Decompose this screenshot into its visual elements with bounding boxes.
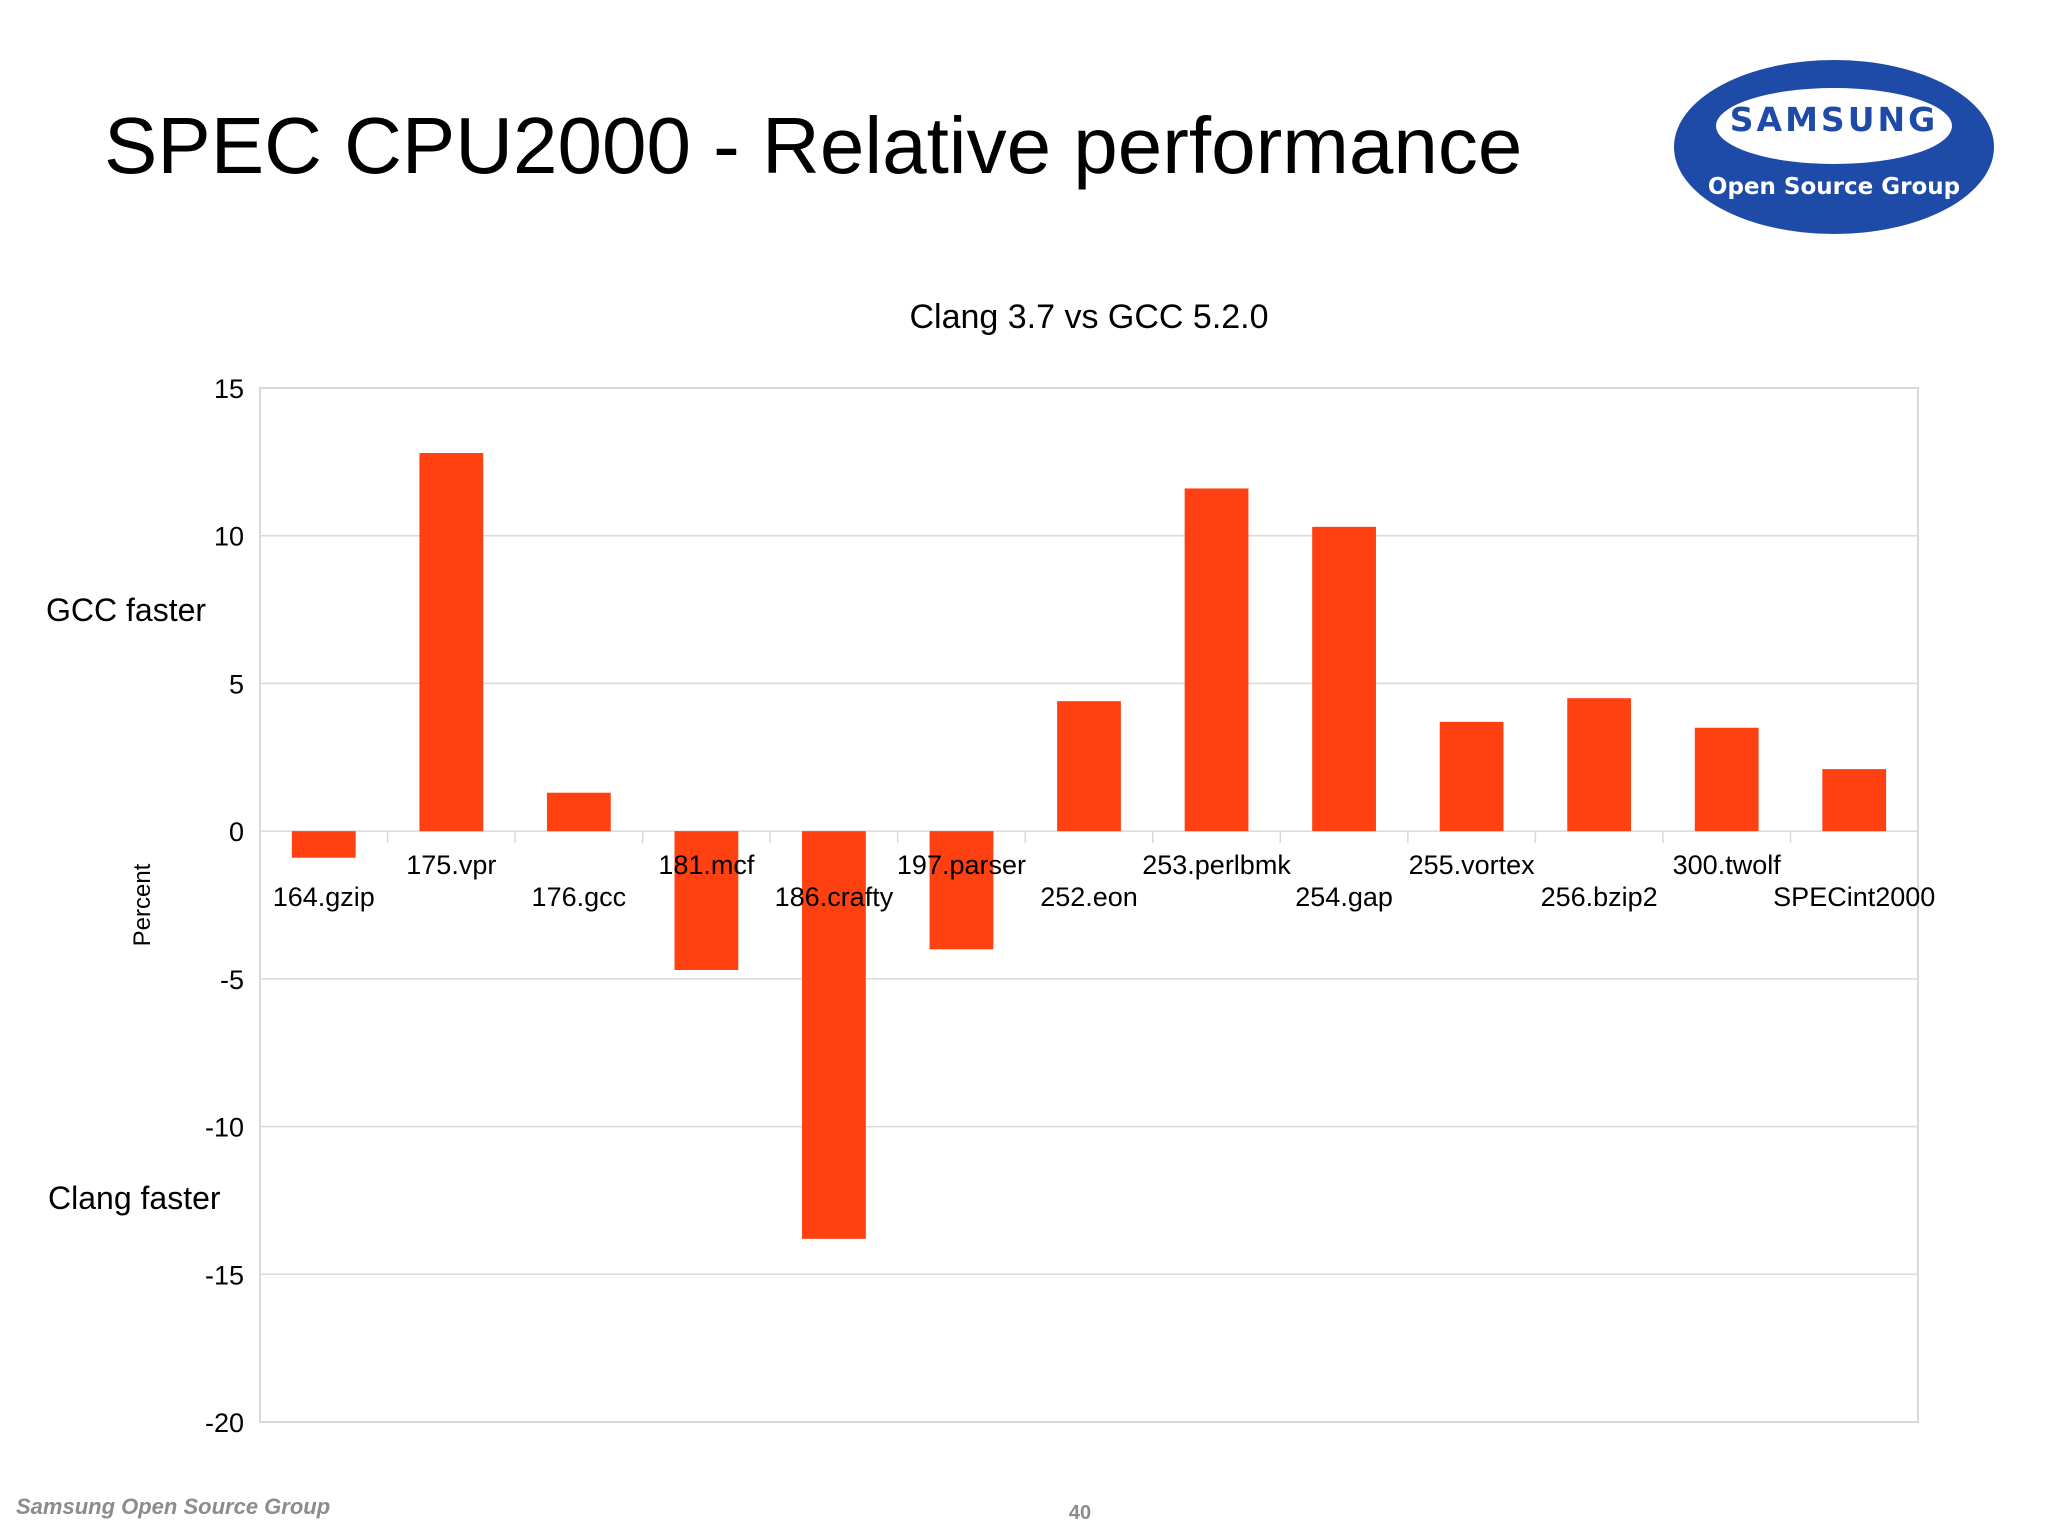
logo-group-text: Open Source Group xyxy=(1707,174,1961,200)
bar-181-mcf xyxy=(674,831,739,970)
y-tick-label: 15 xyxy=(214,374,244,404)
bar-256-bzip2 xyxy=(1567,698,1632,832)
x-category-label: 255.vortex xyxy=(1409,850,1536,880)
x-category-label: 176.gcc xyxy=(532,882,627,912)
samsung-logo: SAMSUNG Open Source Group xyxy=(1672,58,1996,236)
y-tick-label: -15 xyxy=(205,1260,244,1290)
y-axis-label: Percent xyxy=(129,863,156,946)
page-number: 40 xyxy=(1068,1502,1092,1524)
x-category-label: 300.twolf xyxy=(1673,850,1782,880)
bar-254-gap xyxy=(1312,526,1376,832)
x-category-label: 186.crafty xyxy=(775,882,894,912)
x-category-label: 256.bzip2 xyxy=(1541,882,1658,912)
y-tick-label: -20 xyxy=(205,1408,244,1438)
x-category-label: 175.vpr xyxy=(406,850,496,880)
slide-title: SPEC CPU2000 - Relative performance xyxy=(104,101,1523,190)
x-category-label: 252.eon xyxy=(1040,882,1138,912)
bar-252-eon xyxy=(1057,701,1121,832)
bar-175-vpr xyxy=(419,452,484,832)
y-tick-label: 0 xyxy=(229,817,244,847)
x-category-label: 254.gap xyxy=(1295,882,1393,912)
chart-title: Clang 3.7 vs GCC 5.2.0 xyxy=(909,298,1268,336)
bar-specint2000 xyxy=(1822,769,1887,832)
y-tick-label: -10 xyxy=(205,1113,244,1143)
x-category-label: 253.perlbmk xyxy=(1142,850,1291,880)
bar-197-parser xyxy=(929,831,994,950)
footer-text: Samsung Open Source Group xyxy=(16,1494,331,1519)
y-tick-label: 10 xyxy=(214,522,244,552)
x-category-label: 164.gzip xyxy=(273,882,375,912)
bar-176-gcc xyxy=(546,792,611,832)
x-category-label: SPECint2000 xyxy=(1773,882,1935,912)
x-category-label: 181.mcf xyxy=(658,850,755,880)
bar-164-gzip xyxy=(291,831,356,858)
gcc-faster-label: GCC faster xyxy=(46,592,207,628)
logo-ellipse-icon xyxy=(1674,60,1994,234)
clang-faster-label: Clang faster xyxy=(48,1180,221,1216)
x-category-label: 197.parser xyxy=(897,850,1026,880)
bar-253-perlbmk xyxy=(1184,488,1249,832)
bar-300-twolf xyxy=(1694,727,1759,832)
bar-186-crafty xyxy=(802,831,866,1239)
logo-brand-text: SAMSUNG xyxy=(1729,100,1939,139)
bar-255-vortex xyxy=(1439,721,1504,832)
y-tick-label: -5 xyxy=(220,965,244,995)
y-tick-label: 5 xyxy=(229,669,244,699)
